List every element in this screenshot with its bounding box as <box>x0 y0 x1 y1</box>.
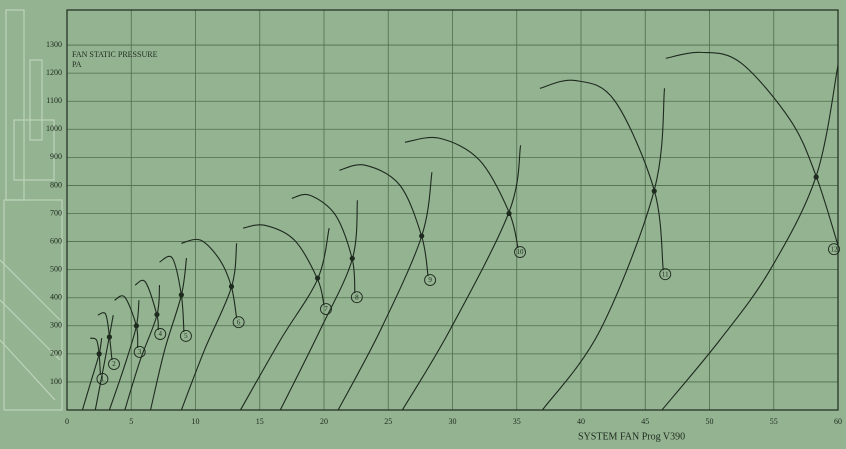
series-label: 4 <box>158 330 162 338</box>
y-tick-label: 1100 <box>46 96 62 105</box>
fan-curve <box>134 279 159 331</box>
operating-point <box>178 292 184 298</box>
y-tick-label: 300 <box>50 321 62 330</box>
label-circle <box>108 358 120 370</box>
operating-point <box>106 334 113 340</box>
x-tick-label: 10 <box>192 417 200 426</box>
decoration <box>0 9 63 411</box>
y-tick-label: 500 <box>50 264 62 273</box>
series-label: 6 <box>237 318 241 326</box>
y-tick-label: 1300 <box>46 40 62 49</box>
fan-curve <box>114 295 139 348</box>
series-label: 7 <box>324 305 328 313</box>
x-tick-label: 25 <box>384 417 392 426</box>
system-curve <box>149 258 188 411</box>
series-label: 1 <box>101 375 105 383</box>
y-tick-label: 700 <box>50 208 62 217</box>
fan-curve <box>181 238 238 319</box>
series-label: 2 <box>112 360 116 368</box>
y-axis-title: PA <box>72 60 82 69</box>
series-label: 12 <box>831 245 839 253</box>
system-curve <box>279 200 358 411</box>
plot-frame <box>66 9 839 411</box>
y-tick-label: 1000 <box>46 124 62 133</box>
series-label: 11 <box>662 270 669 278</box>
system-curve <box>401 145 522 411</box>
x-axis-title: SYSTEM FAN Prog V390 <box>578 431 685 442</box>
operating-point <box>651 188 657 194</box>
fan-curve <box>97 312 113 361</box>
fan-curve <box>339 164 429 277</box>
label-circle <box>424 274 437 287</box>
x-tick-label: 35 <box>513 417 521 426</box>
y-tick-label: 800 <box>50 180 62 189</box>
system-curve <box>81 338 103 411</box>
system-curve <box>124 285 161 411</box>
y-tick-label: 200 <box>50 349 62 358</box>
operating-point <box>813 174 819 180</box>
label-circle <box>828 243 840 256</box>
operating-point <box>419 233 425 239</box>
system-curve <box>94 315 114 411</box>
y-tick-label: 400 <box>50 293 62 302</box>
series-label: 9 <box>428 276 432 284</box>
series-label: 8 <box>355 293 359 301</box>
system-curve <box>542 88 666 411</box>
x-tick-label: 50 <box>706 417 714 426</box>
operating-point <box>133 323 139 329</box>
y-axis-title: FAN STATIC PRESSURE <box>72 50 158 59</box>
fan-curve <box>539 79 664 271</box>
system-curve <box>108 300 140 411</box>
fan-curve <box>404 136 519 249</box>
plot: 0 5 10 15 20 25 30 35 40 45 50 55 601002003004005006… <box>46 9 842 426</box>
y-tick-label: 100 <box>50 377 62 386</box>
x-tick-label: 55 <box>770 417 778 426</box>
x-tick-label: 20 <box>320 417 328 426</box>
operating-point <box>228 283 235 290</box>
x-tick-label: 45 <box>641 417 649 426</box>
system-curve <box>661 65 839 411</box>
x-tick-label: 15 <box>256 417 264 426</box>
fan-curve <box>89 337 101 375</box>
series-label: 5 <box>184 332 188 340</box>
fan-curve <box>291 193 356 294</box>
fan-curve <box>242 224 325 306</box>
operating-point <box>96 351 102 357</box>
x-tick-label: 30 <box>449 417 457 426</box>
y-tick-label: 1200 <box>46 68 62 77</box>
fan-curve <box>665 51 839 246</box>
operating-point <box>154 311 160 318</box>
system-curve <box>239 227 330 411</box>
label-circle <box>133 346 146 358</box>
label-circle <box>154 328 167 340</box>
series-label: 3 <box>138 348 142 356</box>
x-tick-label: 0 <box>65 417 69 426</box>
x-tick-label: 60 <box>834 417 842 426</box>
operating-point <box>349 255 355 262</box>
label-circle <box>659 268 672 281</box>
system-curve <box>180 243 238 411</box>
fan-curve <box>159 255 185 332</box>
label-circle <box>179 330 192 342</box>
x-tick-label: 5 <box>129 417 133 426</box>
label-circle <box>232 316 245 329</box>
operating-point <box>506 210 512 217</box>
y-tick-label: 900 <box>50 152 62 161</box>
label-circle <box>320 303 332 315</box>
system-curve <box>337 172 433 411</box>
operating-point <box>314 275 321 281</box>
x-tick-label: 40 <box>577 417 585 426</box>
label-circle <box>350 291 363 304</box>
y-tick-label: 600 <box>50 236 62 245</box>
label-circle <box>514 246 526 258</box>
series-label: 10 <box>517 248 525 256</box>
